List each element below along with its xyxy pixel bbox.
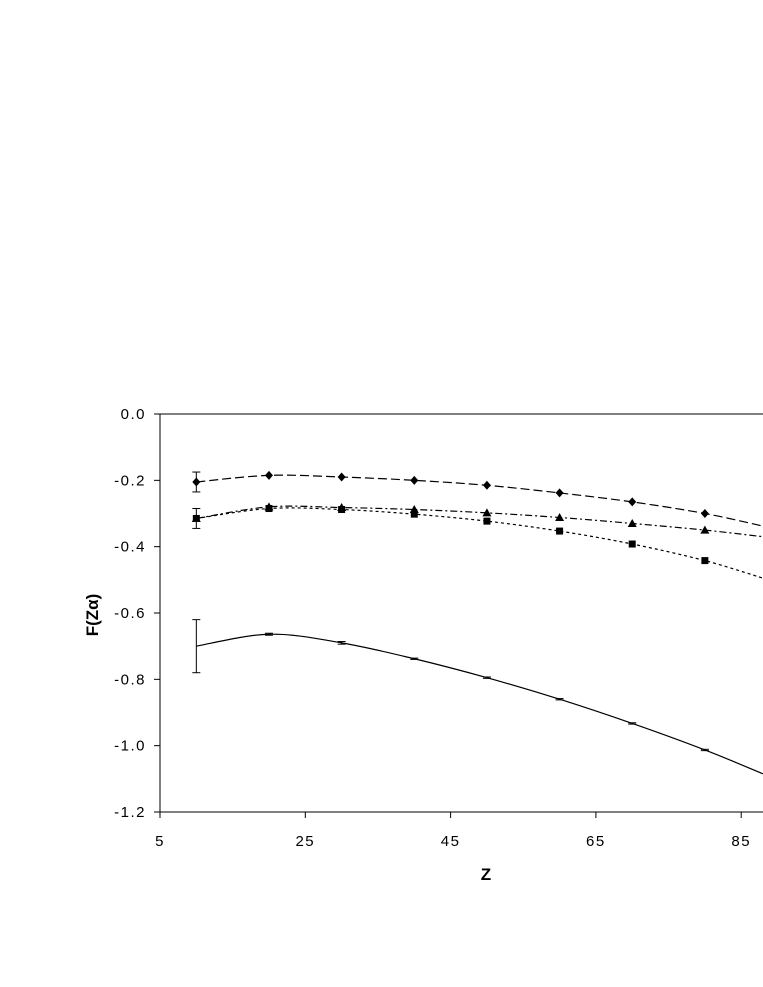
data-point-triangle bbox=[700, 525, 710, 534]
x-tick-label: 65 bbox=[586, 833, 606, 850]
y-axis-title: F(Zα) bbox=[83, 594, 102, 637]
series-3 bbox=[192, 505, 763, 579]
series-line bbox=[196, 474, 763, 527]
data-point-diamond bbox=[192, 477, 201, 487]
data-point-triangle bbox=[627, 518, 637, 527]
data-point-square bbox=[338, 506, 346, 514]
data-point-diamond bbox=[410, 475, 419, 485]
data-point-diamond bbox=[700, 509, 709, 518]
y-tick-label: 0.0 bbox=[121, 406, 146, 423]
series-line bbox=[196, 507, 763, 579]
data-point-square bbox=[556, 527, 564, 535]
data-point-square bbox=[701, 557, 709, 565]
y-tick-label: -0.2 bbox=[114, 472, 146, 489]
x-tick-label: 5 bbox=[155, 833, 165, 850]
data-point-diamond bbox=[337, 472, 346, 482]
series-line bbox=[196, 505, 763, 538]
y-tick-label: -0.4 bbox=[114, 539, 146, 556]
x-tick-label: 45 bbox=[441, 833, 461, 850]
y-tick-label: -0.6 bbox=[114, 605, 146, 622]
plot-area bbox=[159, 413, 763, 813]
data-point-square bbox=[628, 540, 636, 548]
data-point-triangle bbox=[555, 512, 565, 521]
x-axis: 5 25 45 65 85 bbox=[155, 812, 751, 850]
y-tick-label: -1.0 bbox=[114, 738, 146, 755]
data-point-diamond bbox=[264, 470, 273, 480]
data-point-diamond bbox=[628, 497, 637, 507]
data-point-triangle bbox=[482, 508, 492, 517]
y-tick-label: -0.8 bbox=[114, 671, 146, 688]
x-tick-label: 85 bbox=[731, 833, 751, 850]
data-point-square bbox=[265, 505, 273, 513]
series-line bbox=[196, 633, 763, 775]
data-point-diamond bbox=[555, 488, 564, 498]
x-axis-title: Z bbox=[481, 865, 491, 884]
series-4 bbox=[192, 619, 763, 775]
data-point-diamond bbox=[482, 480, 491, 490]
data-point-square bbox=[410, 510, 418, 518]
data-point-square bbox=[483, 517, 491, 525]
y-tick-label: -1.2 bbox=[114, 804, 146, 821]
x-tick-label: 25 bbox=[295, 833, 315, 850]
series-layer bbox=[191, 470, 763, 775]
y-axis: 0.0 -0.2 -0.4 -0.6 -0.8 -1.0 -1.2 bbox=[114, 406, 160, 821]
data-point-square bbox=[192, 514, 200, 522]
series-1 bbox=[192, 470, 763, 527]
